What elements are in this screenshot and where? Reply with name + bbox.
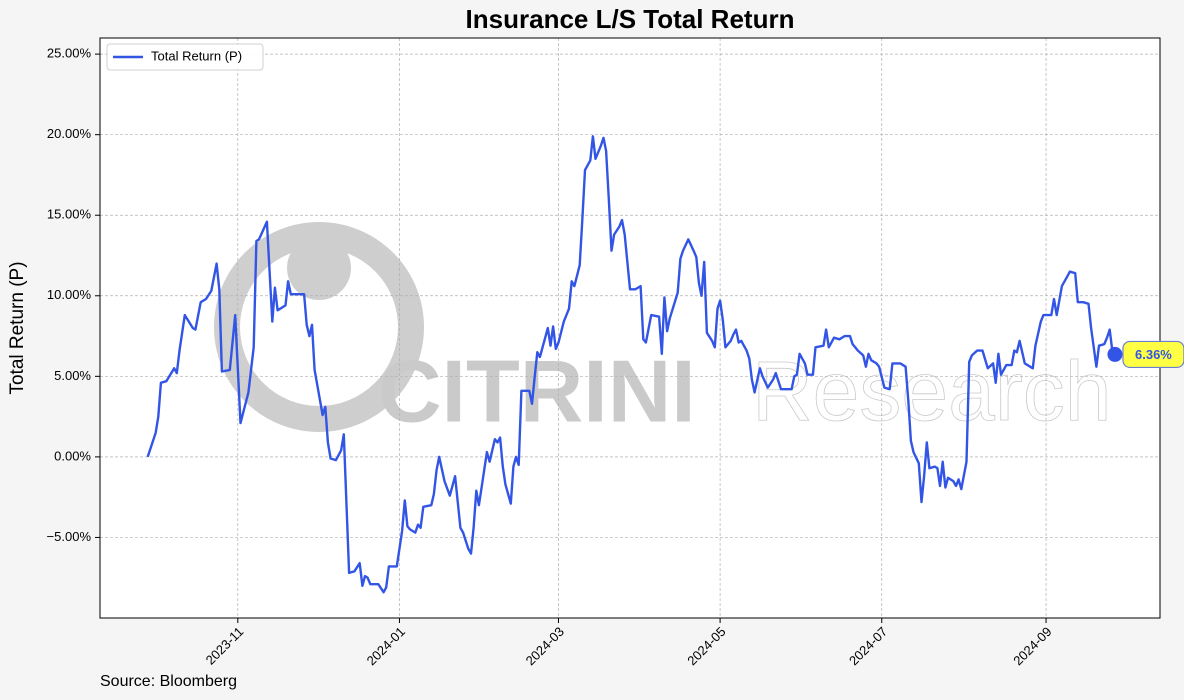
chart-title: Insurance L/S Total Return	[466, 4, 795, 34]
y-tick-label: −5.00%	[47, 529, 92, 544]
watermark-ring	[214, 222, 424, 432]
y-tick-label: 0.00%	[54, 448, 91, 463]
x-tick-label: 2024-05	[684, 624, 728, 668]
series-line	[146, 135, 1116, 594]
y-axis-label: Total Return (P)	[7, 261, 28, 394]
watermark-head	[287, 236, 351, 300]
x-tick-label: 2024-01	[364, 624, 408, 668]
legend-label: Total Return (P)	[151, 48, 242, 63]
y-tick-label: 5.00%	[54, 368, 91, 383]
x-tick-label: 2023-11	[203, 624, 247, 668]
x-tick-label: 2024-07	[846, 624, 890, 668]
watermark-subtext: Research	[752, 344, 1112, 438]
source-note: Source: Bloomberg	[100, 673, 237, 690]
y-tick-label: 15.00%	[47, 207, 92, 222]
legend-box	[106, 43, 264, 71]
x-tick-label: 2024-09	[1010, 624, 1054, 668]
y-tick-label: 10.00%	[47, 287, 92, 302]
y-tick-label: 20.00%	[47, 126, 92, 141]
plot-area	[100, 38, 1160, 618]
end-point	[1107, 346, 1123, 362]
end-label: 6.36%	[1135, 347, 1172, 362]
x-tick-label: 2024-03	[523, 624, 567, 668]
legend: Total Return (P)	[106, 43, 264, 71]
y-tick-label: 25.00%	[47, 46, 92, 61]
plot-frame	[99, 37, 1161, 619]
